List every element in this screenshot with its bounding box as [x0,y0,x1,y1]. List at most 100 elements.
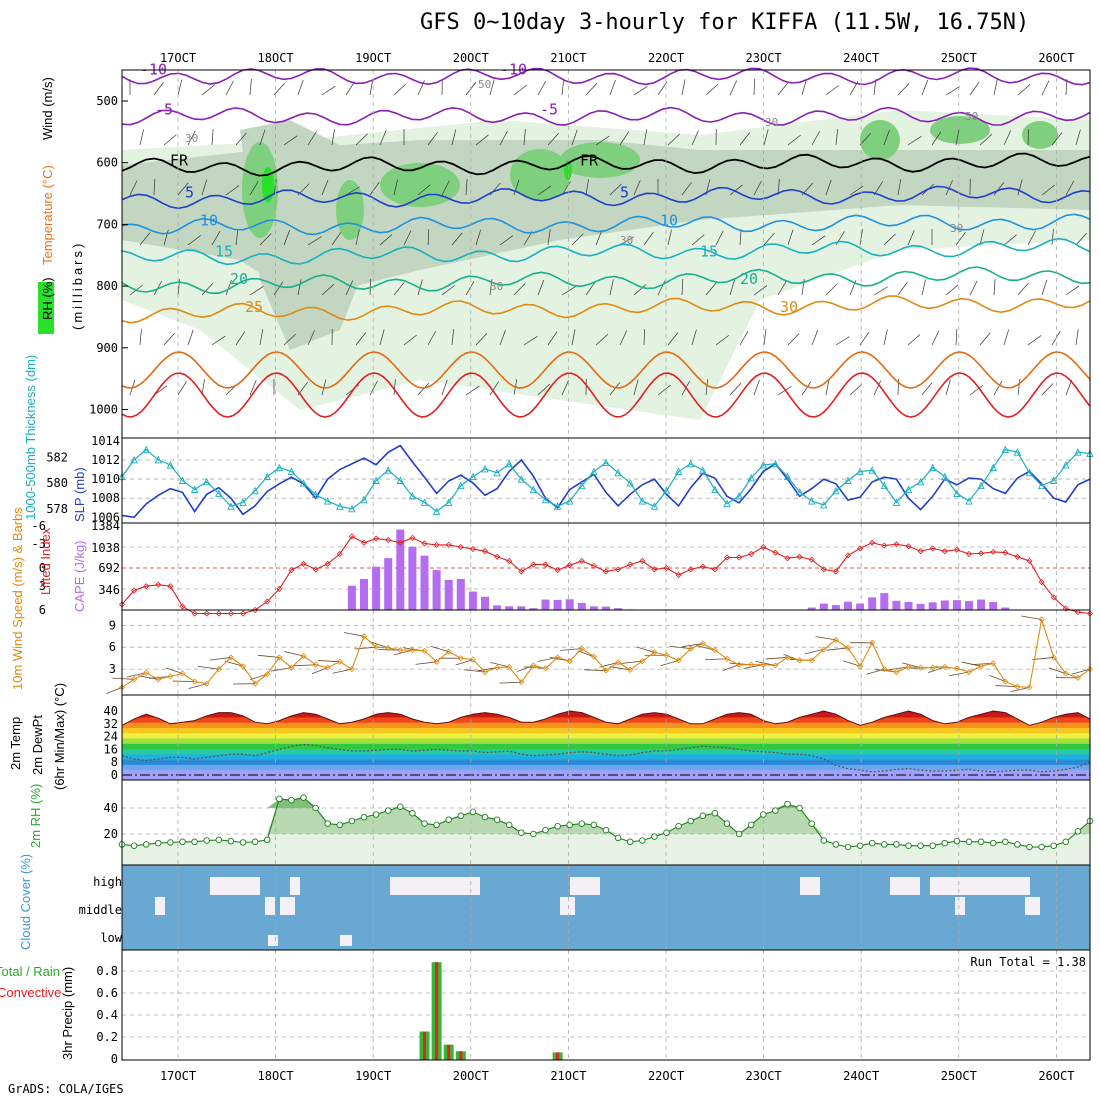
wind-barb-10m [621,660,643,664]
thickness-point [856,467,864,475]
rh-fill-20 [122,797,1090,834]
thickness-point [614,468,622,477]
wind-barb [235,229,239,246]
rh-point [905,842,912,849]
wind-speed-point [554,654,561,661]
thickness-point [1049,476,1058,484]
wind-barb [187,130,196,146]
wind-speed-point [602,667,610,674]
wind-barb [571,329,576,346]
temperature-band [122,764,1090,771]
wind-speed-point [179,670,186,677]
dewpoint-line [121,743,1091,773]
dewpoint-axis-label: 2m DewPt [30,715,45,775]
lifted-index-point [118,601,126,608]
lifted-index-point [723,554,731,561]
pressure-tick-label: 800 [96,279,118,293]
wind-barb [787,333,800,346]
cloud-middle [1025,897,1040,915]
wind-speed-point [494,664,501,671]
rh-point [965,838,973,846]
temperature-contour [121,185,1091,210]
wind-barb [1065,379,1073,396]
pressure-tick-label: 900 [96,341,118,355]
precip-frame [121,949,1091,1061]
wind-barb-10m [224,660,244,667]
wind-barb [993,380,1003,396]
wind-barb [859,229,863,246]
wind-barb-10m [705,658,728,661]
temperature-contour [121,295,1091,324]
thickness-point [771,459,780,468]
cape-bar [517,606,526,610]
cloud-level-label: low [100,931,122,945]
temperature-contour-label: -5 [155,100,173,118]
wind-speed-point [348,666,355,673]
lifted-index-point [929,545,936,552]
thickness-point [553,502,562,510]
thickness-point [457,481,465,490]
wind-barb [177,182,189,196]
lifted-index-point [808,556,815,563]
wind-speed-point [736,661,743,668]
wind-speed-point [409,647,416,654]
x-tick-label-bottom: 23OCT [746,1069,782,1083]
cape-bar [577,602,586,610]
rh-point [663,829,670,836]
rh-point [215,836,223,844]
x-tick-label-top: 25OCT [941,51,977,65]
wind-barb [1017,282,1029,296]
thickness-point [880,481,889,490]
lifted-index-point [554,567,561,574]
thickness-point [711,485,719,493]
slp-tick-label: 1008 [91,491,120,505]
wind-barb-10m [842,660,861,667]
wind-barb [1051,132,1063,146]
wind-barb [585,281,596,296]
temperature-contour-warm [121,372,1091,418]
thickness-point [493,468,501,477]
wind-barb-10m [271,667,292,672]
wind-barb [283,135,298,146]
li-tick-label: 3 [39,579,46,593]
slp-tick-label: 1014 [91,434,120,448]
rh-point [324,820,331,827]
wind-barb [777,385,792,396]
rh2m-axis-label: 2m RH (%) [28,784,43,848]
cloud-middle [280,897,295,915]
wind-barb [513,84,527,96]
thickness-point [965,497,973,505]
lifted-index-point [421,540,428,547]
wind-speed-point [433,658,440,665]
temp-tick-label: 0 [111,768,118,782]
rh-point [917,842,924,849]
wind-barb [609,79,616,96]
thickness-point [166,461,175,469]
rh-contour-label: 30 [185,132,198,145]
wind-speed-point [699,640,706,647]
thickness-point [674,467,683,475]
cape-bar [831,605,840,610]
thickness-point [142,445,150,454]
wind-barb-10m [609,666,631,671]
lifted-index-point [1014,553,1021,560]
wind-barb [547,331,558,346]
cloud-level-label: middle [79,903,122,917]
slp-line [121,444,1091,519]
wind-barb [259,329,264,346]
wind-barb [1041,279,1048,296]
rh-point [251,838,259,846]
temp-tick-label: 16 [104,742,118,756]
wind-speed-point [397,647,404,654]
thickness-point [384,466,392,474]
cloud-middle [265,897,275,915]
wind-barb-10m [660,659,679,667]
wind-barb-10m [1032,657,1054,660]
wind-barb [307,236,322,246]
wind-barb [993,79,998,96]
wind-barb [369,380,378,396]
wind-barb [801,381,812,396]
cape-bar [614,608,623,610]
wind-barb-10m [209,657,231,661]
wind-barb [153,82,164,96]
